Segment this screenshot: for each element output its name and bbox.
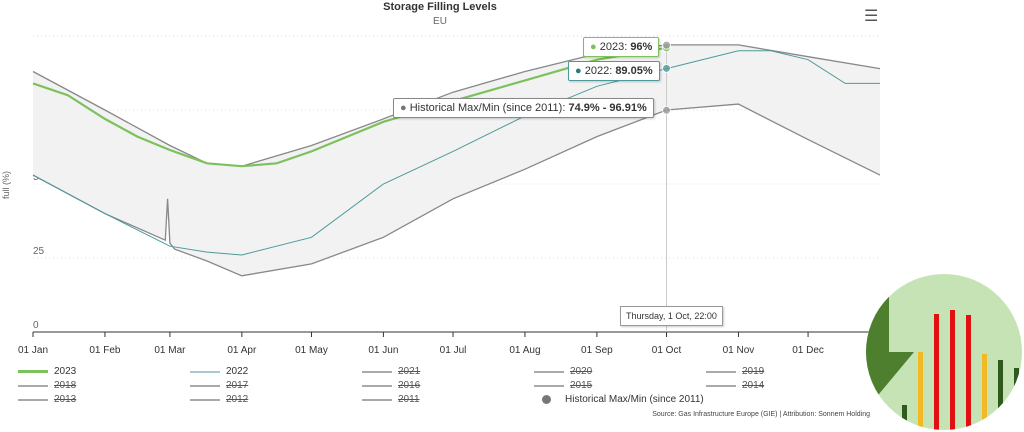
tooltip-label: Historical Max/Min (since 2011): — [409, 102, 569, 114]
legend-line-icon — [18, 370, 48, 373]
legend-line-icon — [190, 384, 220, 387]
legend-item-2015[interactable]: 2015 — [534, 380, 592, 391]
legend-label: 2015 — [570, 380, 593, 391]
x-tick-label: 01 Aug — [509, 345, 540, 356]
legend-line-icon — [706, 370, 736, 373]
legend-line-icon — [534, 384, 564, 387]
tooltip-label: 2023: — [599, 41, 631, 53]
legend-line-icon — [706, 384, 736, 387]
x-tick-label: 01 Sep — [581, 345, 613, 356]
x-tick-label: 01 Mar — [154, 345, 186, 356]
x-tooltip-date: Thursday, 1 Oct, 22:00 — [620, 306, 723, 326]
tooltip-2022: ● 2022: 89.05% — [568, 61, 660, 81]
legend-label: 2016 — [398, 380, 421, 391]
logo — [866, 274, 1022, 430]
y-tick-label: 25 — [33, 246, 45, 257]
legend-item-historical[interactable]: Historical Max/Min (since 2011) — [542, 394, 704, 405]
legend-line-icon — [190, 398, 220, 401]
legend-line-icon — [362, 384, 392, 387]
x-tick-label: 01 May — [295, 345, 328, 356]
legend-label: 2023 — [54, 366, 77, 377]
x-tick-label: 01 Dec — [792, 345, 824, 356]
tooltip-historical: ● Historical Max/Min (since 2011): 74.9%… — [393, 98, 654, 118]
legend-line-icon — [18, 398, 48, 401]
chart-subtitle: EU — [433, 16, 447, 27]
legend-item-2021[interactable]: 2021 — [362, 366, 420, 377]
legend-item-2016[interactable]: 2016 — [362, 380, 420, 391]
tooltip-label: 2022: — [584, 65, 616, 77]
x-tick-label: 01 Apr — [227, 345, 257, 356]
series-historical-min — [32, 103, 880, 277]
hover-point — [662, 105, 672, 115]
legend-label: 2012 — [226, 394, 249, 405]
legend-label: Historical Max/Min (since 2011) — [565, 394, 704, 405]
legend-label: 2011 — [398, 394, 420, 405]
x-tick-label: 01 Nov — [723, 345, 755, 356]
legend-item-2018[interactable]: 2018 — [18, 380, 76, 391]
hover-point — [662, 40, 672, 50]
x-tick-label: 01 Feb — [89, 345, 121, 356]
hamburger-menu-icon[interactable]: ☰ — [864, 8, 879, 25]
legend-item-2022[interactable]: 2022 — [190, 366, 248, 377]
legend-label: 2017 — [226, 380, 249, 391]
legend-line-icon — [362, 398, 392, 401]
x-tick-label: 01 Jul — [440, 345, 467, 356]
series-2023 — [32, 46, 667, 168]
legend-label: 2022 — [226, 366, 249, 377]
x-tick-label: 01 Oct — [652, 345, 682, 356]
legend-line-icon — [190, 370, 220, 373]
legend-label: 2019 — [742, 366, 765, 377]
tooltip-value: 96% — [630, 41, 653, 53]
legend-line-icon — [362, 370, 392, 373]
legend-item-2019[interactable]: 2019 — [706, 366, 764, 377]
tooltip-2023: ● 2023: 96% — [583, 37, 660, 57]
legend-label: 2013 — [54, 394, 77, 405]
legend-line-icon — [534, 370, 564, 373]
legend-label: 2021 — [398, 366, 421, 377]
legend-label: 2018 — [54, 380, 77, 391]
legend-item-2011[interactable]: 2011 — [362, 394, 420, 405]
chart-title: Storage Filling Levels — [383, 1, 497, 13]
tooltip-value: 74.9% - 96.91% — [568, 102, 647, 114]
legend-line-icon — [18, 384, 48, 387]
legend-label: 2014 — [742, 380, 765, 391]
legend-item-2012[interactable]: 2012 — [190, 394, 248, 405]
legend-item-2013[interactable]: 2013 — [18, 394, 76, 405]
tooltip-value: 89.05% — [615, 65, 653, 77]
legend-dot-icon — [542, 395, 551, 404]
series-2022 — [32, 50, 880, 256]
hover-point — [662, 63, 672, 73]
legend-item-2017[interactable]: 2017 — [190, 380, 248, 391]
legend-item-2014[interactable]: 2014 — [706, 380, 764, 391]
y-tick-label: 0 — [33, 320, 39, 331]
legend-label: 2020 — [570, 366, 593, 377]
x-tick-label: 01 Jan — [18, 345, 48, 356]
legend-item-2020[interactable]: 2020 — [534, 366, 592, 377]
x-tick-label: 01 Jun — [368, 345, 398, 356]
historical-range-area — [33, 44, 880, 276]
source-credit[interactable]: Source: Gas Infrastructure Europe (GIE) … — [652, 411, 870, 418]
legend-item-2023[interactable]: 2023 — [18, 366, 76, 377]
